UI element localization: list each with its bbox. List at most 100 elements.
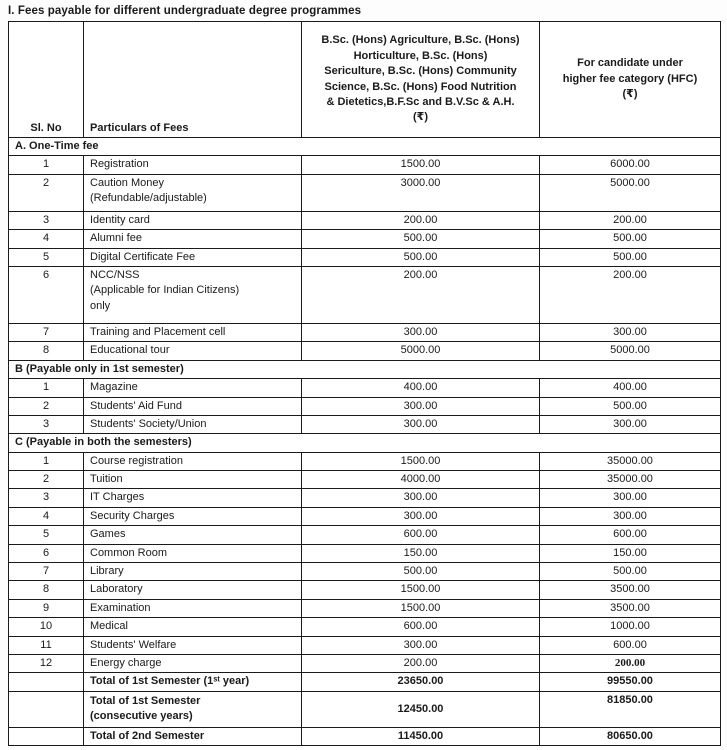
table-row: 10 Medical 600.00 1000.00 [8,617,721,637]
total-hfc-cell: 81850.00 [539,690,721,728]
section-a-label: A. One-Time fee [8,136,721,157]
fee-cell: 1500.00 [301,155,540,175]
particulars-cell: Examination [83,598,302,619]
section-c-label: C (Payable in both the semesters) [8,433,721,453]
hfc-fee-cell: 500.00 [539,396,721,416]
table-row: 3 IT Charges 300.00 300.00 [8,488,721,508]
particulars-cell: Tuition [83,470,302,490]
fee-cell: 400.00 [301,378,540,398]
total-row: Total of 1st Semester (consecutive years… [8,690,721,728]
sl-no-cell: 1 [8,378,84,398]
particulars-cell: IT Charges [83,488,302,508]
table-row: 1 Course registration 1500.00 35000.00 [8,451,721,472]
table-row: 2 Students' Aid Fund 300.00 500.00 [8,396,721,416]
hfc-fee-cell: 5000.00 [539,173,721,212]
total-hfc-cell: 99550.00 [539,672,721,692]
header-hfc-fees: For candidate under higher fee category … [539,21,721,138]
table-row: 3 Students' Society/Union 300.00 300.00 [8,414,721,435]
fee-cell: 300.00 [301,506,540,527]
fees-table: Sl. No Particulars of Fees B.Sc. (Hons) … [8,21,721,747]
table-row: 2 Tuition 4000.00 35000.00 [8,470,721,490]
fee-cell: 150.00 [301,543,540,564]
particulars-cell: Games [83,525,302,545]
table-row: 6 Common Room 150.00 150.00 [8,543,721,564]
particulars-cell: Security Charges [83,506,302,527]
particulars-cell: Medical [83,617,302,637]
sl-no-cell: 11 [8,635,84,655]
sl-no-cell: 7 [8,562,84,582]
section-a-header-row: A. One-Time fee [8,136,721,157]
table-row: 8 Educational tour 5000.00 5000.00 [8,341,721,361]
total-row: Total of 2nd Semester 11450.00 80650.00 [8,726,721,747]
fee-cell: 200.00 [301,210,540,231]
hfc-fee-cell: 6000.00 [539,155,721,175]
hfc-fee-cell: 200.00 [539,210,721,231]
hfc-fee-cell: 200.00 [539,265,721,324]
header-programme-fees: B.Sc. (Hons) Agriculture, B.Sc. (Hons) H… [301,21,540,138]
hfc-fee-cell: 600.00 [539,635,721,655]
fee-cell: 300.00 [301,488,540,508]
particulars-cell: Students' Aid Fund [83,396,302,416]
sl-no-cell: 4 [8,229,84,249]
header-particulars: Particulars of Fees [83,21,302,138]
fee-cell: 1500.00 [301,598,540,619]
table-row: 1 Registration 1500.00 6000.00 [8,155,721,175]
hfc-fee-cell: 3500.00 [539,580,721,600]
particulars-cell: Training and Placement cell [83,322,302,343]
hfc-fee-cell: 5000.00 [539,341,721,361]
sl-no-cell-empty [8,726,84,747]
hfc-fee-cell: 500.00 [539,229,721,249]
hfc-fee-cell: 300.00 [539,488,721,508]
total-label-cell: Total of 2nd Semester [83,726,302,747]
sl-no-cell: 2 [8,470,84,490]
sl-no-cell: 9 [8,598,84,619]
hfc-fee-cell: 200.00 [539,653,721,674]
sl-no-cell: 10 [8,617,84,637]
sl-no-cell: 1 [8,451,84,472]
table-row: 6 NCC/NSS (Applicable for Indian Citizen… [8,265,721,324]
fee-cell: 600.00 [301,617,540,637]
fee-cell: 200.00 [301,653,540,674]
hfc-fee-cell: 500.00 [539,247,721,267]
fee-cell: 1500.00 [301,580,540,600]
table-row: 2 Caution Money (Refundable/adjustable) … [8,173,721,212]
hfc-fee-cell: 35000.00 [539,470,721,490]
fee-cell: 500.00 [301,229,540,249]
table-row: 5 Digital Certificate Fee 500.00 500.00 [8,247,721,267]
particulars-cell: NCC/NSS (Applicable for Indian Citizens)… [83,265,302,324]
table-row: 11 Students' Welfare 300.00 600.00 [8,635,721,655]
fee-cell: 4000.00 [301,470,540,490]
fee-cell: 5000.00 [301,341,540,361]
sl-no-cell: 5 [8,525,84,545]
hfc-fee-cell: 35000.00 [539,451,721,472]
table-row: 3 Identity card 200.00 200.00 [8,210,721,231]
particulars-cell: Energy charge [83,653,302,674]
sl-no-cell: 8 [8,341,84,361]
fee-cell: 200.00 [301,265,540,324]
particulars-cell: Laboratory [83,580,302,600]
particulars-cell: Identity card [83,210,302,231]
particulars-cell: Students' Welfare [83,635,302,655]
particulars-cell: Alumni fee [83,229,302,249]
table-row: 5 Games 600.00 600.00 [8,525,721,545]
table-row: 1 Magazine 400.00 400.00 [8,378,721,398]
table-row: 4 Security Charges 300.00 300.00 [8,506,721,527]
fee-cell: 300.00 [301,322,540,343]
particulars-cell: Library [83,562,302,582]
hfc-fee-cell: 300.00 [539,322,721,343]
sl-no-cell: 2 [8,173,84,212]
sl-no-cell: 7 [8,322,84,343]
table-header-row: Sl. No Particulars of Fees B.Sc. (Hons) … [8,21,721,138]
hfc-fee-cell: 300.00 [539,506,721,527]
section-c-header-row: C (Payable in both the semesters) [8,433,721,453]
total-label-cell: Total of 1st Semester (consecutive years… [83,690,302,728]
sl-no-cell: 3 [8,414,84,435]
sl-no-cell: 4 [8,506,84,527]
sl-no-cell: 6 [8,265,84,324]
total-label-cell: Total of 1st Semester (1ˢᵗ year) [83,672,302,692]
sl-no-cell: 3 [8,488,84,508]
particulars-cell: Educational tour [83,341,302,361]
table-row: 9 Examination 1500.00 3500.00 [8,598,721,619]
table-row: 7 Training and Placement cell 300.00 300… [8,322,721,343]
